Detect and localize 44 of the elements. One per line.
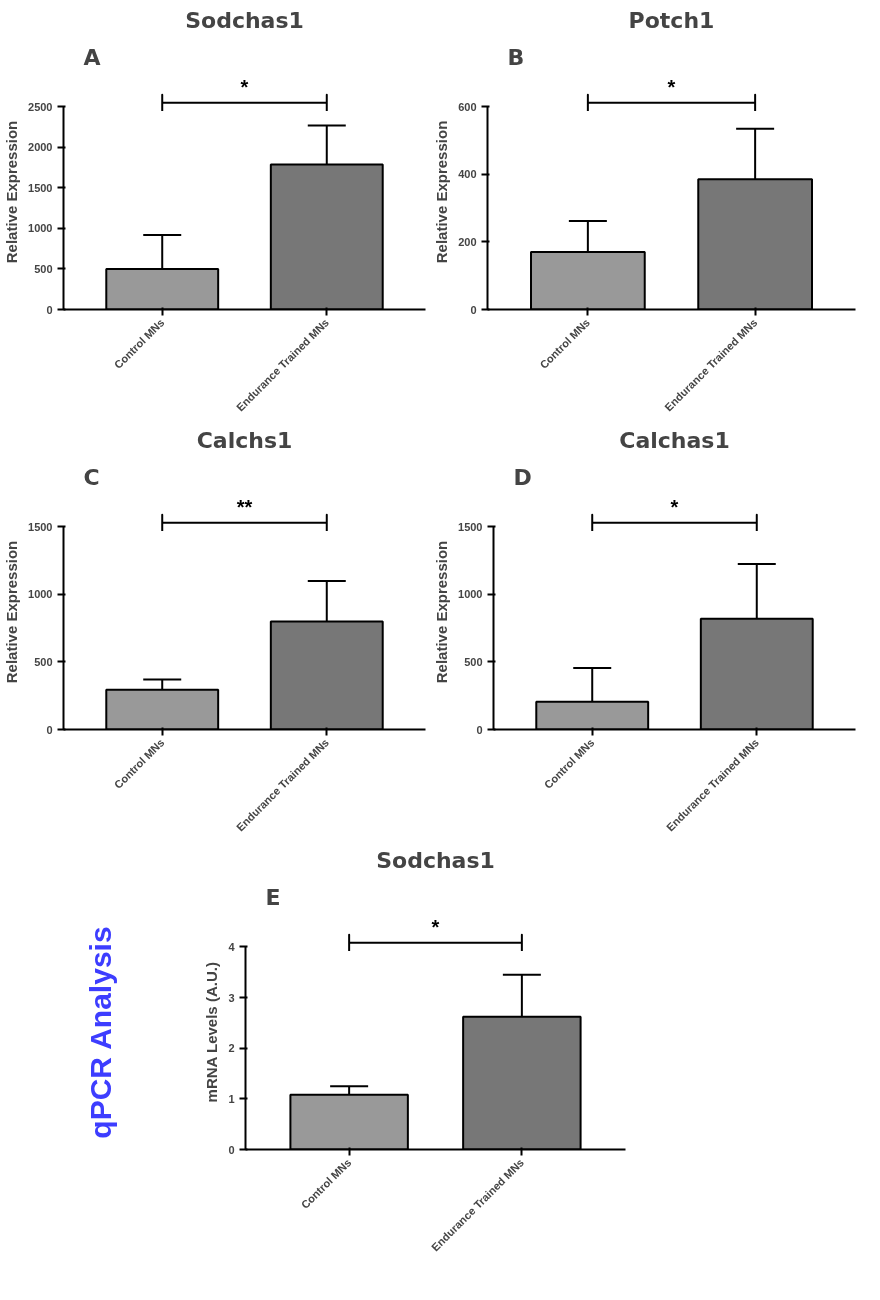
text: * (667, 75, 676, 98)
chart-title: Sodchas1 (376, 847, 495, 873)
y-tick-label: 500 (464, 655, 483, 668)
y-tick-label: 600 (458, 100, 477, 113)
text: B (507, 44, 525, 70)
y-tick-label: 1500 (28, 181, 53, 194)
y-axis-title: Relative Expression (433, 120, 451, 264)
chart-title: Potch1 (628, 7, 715, 33)
y-tick-label: 1 (228, 1092, 235, 1105)
y-tick-label: 1500 (458, 520, 483, 533)
text: * (431, 915, 440, 938)
y-axis-title: Relative Expression (3, 540, 21, 684)
y-tick-label: 0 (228, 1143, 235, 1156)
chart-title: Calchas1 (619, 427, 730, 453)
text: qPCR Analysis (84, 926, 117, 1139)
text: E (265, 884, 281, 910)
y-tick-label: 1500 (28, 520, 53, 533)
y-tick-label: 0 (470, 303, 477, 316)
text: ** (236, 495, 253, 518)
text: * (240, 75, 249, 98)
y-axis-title: Relative Expression (433, 540, 451, 684)
y-tick-label: 2 (228, 1042, 235, 1055)
text: A (83, 44, 101, 70)
y-tick-label: 4 (228, 940, 236, 953)
y-tick-label: 1000 (458, 588, 483, 601)
y-tick-label: 0 (476, 723, 483, 736)
y-tick-label: 400 (458, 168, 477, 181)
chart-title: Sodchas1 (185, 7, 304, 33)
y-tick-label: 2000 (28, 141, 53, 154)
text: D (513, 464, 532, 490)
y-axis-title: mRNA Levels (A.U.) (203, 962, 221, 1103)
text: C (83, 464, 100, 490)
y-tick-label: 0 (46, 723, 53, 736)
y-tick-label: 1000 (28, 222, 53, 235)
y-tick-label: 500 (34, 262, 53, 275)
chart-title: Calchs1 (196, 427, 293, 453)
text: * (670, 495, 679, 518)
y-tick-label: 0 (46, 303, 53, 316)
y-axis-title: Relative Expression (3, 120, 21, 264)
y-tick-label: 1000 (28, 588, 53, 601)
y-tick-label: 3 (228, 991, 235, 1004)
y-tick-label: 2500 (28, 100, 53, 113)
y-tick-label: 200 (458, 235, 477, 248)
y-tick-label: 500 (34, 655, 53, 668)
